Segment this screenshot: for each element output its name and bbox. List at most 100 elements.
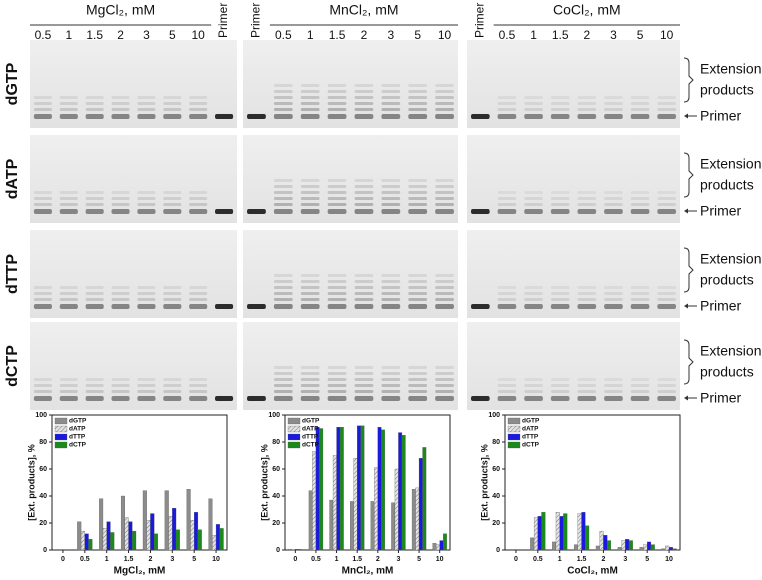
gel-band — [577, 390, 597, 393]
gel-band — [630, 191, 650, 194]
bar — [422, 447, 427, 551]
bar — [219, 528, 224, 551]
bar — [172, 507, 177, 551]
gel-band — [604, 286, 623, 289]
gel-band — [163, 292, 182, 295]
gel-band — [577, 396, 597, 401]
lane-label: 1 — [307, 28, 314, 42]
gel-band — [273, 378, 293, 381]
legend-label: dCTP — [69, 442, 87, 449]
lane-label: 5 — [637, 28, 644, 42]
legend-label: dATP — [69, 426, 86, 433]
gel-band — [189, 292, 208, 295]
gel-band — [163, 191, 182, 194]
annotation: Primer — [700, 108, 742, 124]
y-tick-label: 20 — [272, 520, 280, 527]
arrow-head — [684, 303, 688, 309]
gel-band — [657, 286, 677, 289]
lane-label: 10 — [660, 28, 674, 42]
gel-band — [33, 96, 52, 99]
gel-band — [604, 191, 623, 194]
bar — [607, 540, 612, 551]
gel-band — [657, 96, 677, 99]
gel-band — [137, 396, 156, 401]
bar — [350, 501, 354, 551]
gel-band — [435, 286, 454, 289]
legend-label: dATP — [522, 426, 539, 433]
arrow-head — [684, 113, 688, 119]
bar — [628, 540, 633, 551]
gel-band — [408, 197, 428, 200]
gel-band — [273, 366, 293, 369]
y-tick-label: 0 — [276, 547, 280, 554]
y-tick-label: 20 — [492, 520, 500, 527]
x-axis-label: MgCl₂, mM — [114, 566, 166, 577]
bar — [374, 467, 378, 551]
lane-label: 1.5 — [86, 28, 103, 42]
gel-band — [327, 378, 347, 381]
gel-band — [85, 378, 104, 381]
legend-swatch — [287, 417, 301, 425]
gel-band — [550, 286, 570, 289]
bar — [298, 549, 303, 551]
bar — [585, 525, 590, 551]
bar — [415, 487, 420, 551]
x-tick-label: 1 — [558, 556, 562, 563]
bar — [643, 544, 648, 551]
gel-band — [300, 197, 320, 200]
gel-band — [408, 191, 428, 194]
gel-band — [354, 102, 374, 105]
gel-band — [163, 197, 182, 200]
gel-band — [524, 108, 543, 111]
gel-band — [524, 396, 543, 401]
x-axis-label: MnCl₂, mM — [342, 566, 394, 577]
x-tick-label: 1.5 — [577, 556, 587, 563]
gel-band — [604, 108, 623, 111]
column-title: CoCl₂, mM — [553, 2, 621, 18]
lane-label: Primer — [216, 3, 230, 38]
gel-band — [189, 286, 208, 289]
gel-band — [630, 304, 650, 309]
gel-image — [243, 40, 458, 128]
gel-band — [497, 114, 517, 119]
gel-band — [408, 396, 428, 401]
gel-band — [300, 203, 320, 206]
bar — [357, 425, 361, 551]
gel-band — [381, 292, 401, 295]
gel-band — [381, 90, 401, 93]
gel-band — [137, 102, 156, 105]
gel-band — [85, 197, 104, 200]
gel-band — [273, 372, 293, 375]
gel-band — [327, 274, 347, 277]
gel-band — [137, 304, 156, 309]
y-tick-label: 100 — [488, 412, 500, 419]
gel-band — [497, 191, 517, 194]
bar — [77, 521, 82, 551]
x-tick-label: 0 — [514, 556, 518, 563]
gel-band — [381, 298, 401, 301]
x-tick-label: 5 — [192, 556, 196, 563]
gel-band — [524, 197, 543, 200]
gel-band — [435, 280, 454, 283]
gel-band — [273, 179, 293, 182]
gel-band — [327, 108, 347, 111]
legend-swatch — [287, 441, 301, 449]
gel-band — [354, 280, 374, 283]
gel-band — [300, 280, 320, 283]
gel-band — [381, 372, 401, 375]
gel-band — [408, 286, 428, 289]
gel-band — [577, 304, 597, 309]
gel-band — [33, 378, 52, 381]
lane-label: 3 — [143, 28, 150, 42]
y-tick-label: 40 — [492, 493, 500, 500]
bar — [208, 498, 213, 551]
gel-band — [354, 286, 374, 289]
bar — [190, 520, 195, 551]
gel-band — [497, 286, 517, 289]
gel-band — [630, 203, 650, 206]
gel-band — [111, 108, 130, 111]
x-tick-label: 10 — [212, 556, 220, 563]
gel-band — [435, 372, 454, 375]
annotation: products — [700, 177, 754, 193]
gel-band — [354, 203, 374, 206]
